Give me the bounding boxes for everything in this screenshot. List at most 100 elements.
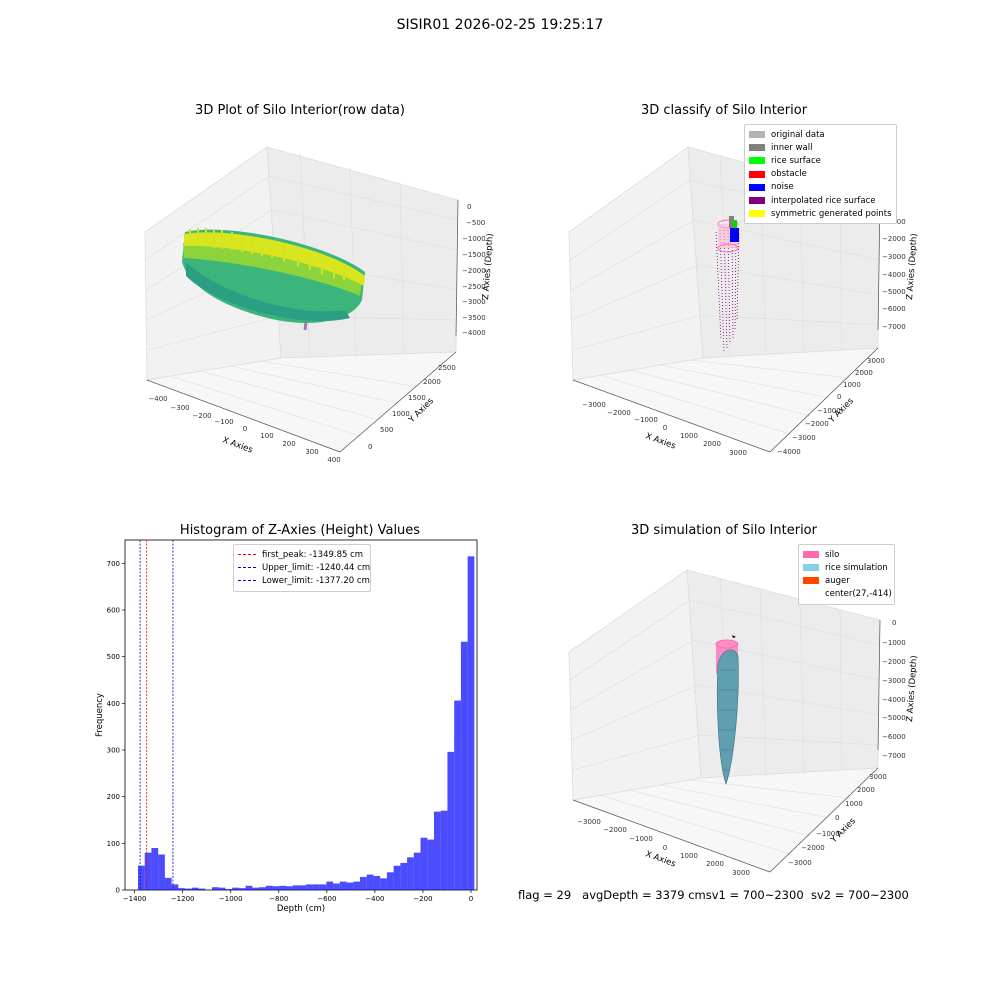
p2-ytick: 0: [837, 393, 841, 401]
status-flag: flag = 29: [518, 888, 572, 902]
histogram-bar: [211, 887, 219, 890]
p1-ytick: 2000: [423, 378, 441, 386]
histogram-xlabel: Depth (cm): [277, 904, 325, 914]
legend-label: auger: [825, 575, 850, 586]
p4-ytick: −1000: [816, 830, 840, 838]
legend-swatch: [749, 210, 765, 218]
legend-swatch: [749, 197, 765, 205]
p1-xtick: −300: [170, 404, 189, 412]
histogram-title: Histogram of Z-Axies (Height) Values: [179, 523, 421, 538]
legend-item: obstacle: [749, 168, 892, 181]
histogram-x-tick-label: −600: [317, 895, 336, 903]
legend-label: center(27,-414): [825, 589, 892, 600]
histogram-bars: [137, 556, 475, 890]
histogram-bar: [191, 887, 199, 890]
legend-line: [238, 580, 256, 582]
p2-xtick: −3000: [582, 401, 606, 409]
histogram-bar: [393, 865, 401, 890]
p1-ztick: −4000: [462, 329, 486, 337]
p4-ytick: 0: [835, 814, 839, 822]
histogram-x-tick-label: 0: [469, 895, 473, 903]
p4-xtick: 1000: [680, 852, 698, 860]
histogram-bar: [326, 881, 334, 890]
p4-ztick: −3000: [882, 677, 906, 685]
panel1-y-ticks: 0 500 1000 1500 2000 2500: [368, 364, 456, 451]
p4-ytick: −2000: [801, 844, 825, 852]
p2-ztick: −3000: [882, 253, 906, 261]
p4-ytick: −3000: [788, 859, 812, 867]
p1-ztick: −2000: [462, 267, 486, 275]
panel4-z-ticks: 0 −1000 −2000 −3000 −4000 −5000 −6000 −7…: [882, 619, 906, 760]
legend-swatch: [803, 577, 819, 585]
panel4-legend: silo rice simulation auger center(27,-41…: [798, 544, 895, 605]
p2-xtick: 2000: [703, 440, 721, 448]
legend-label: silo: [825, 549, 840, 560]
p2-xtick: −1000: [634, 416, 658, 424]
p2-ytick: 3000: [867, 357, 885, 365]
p4-ztick: −1000: [882, 639, 906, 647]
panel2-legend: original data inner wall rice surface ob…: [744, 124, 897, 225]
p1-zlabel: Z Axies (Depth): [481, 233, 496, 300]
legend-swatch: [749, 144, 765, 152]
histogram-bar: [218, 887, 226, 890]
panel1-point-cloud: [182, 228, 365, 331]
histogram-bar: [299, 885, 307, 890]
panel2-classified-points: [715, 216, 740, 353]
p4-ytick: 1000: [845, 800, 863, 808]
p2-ytick: −2000: [805, 420, 829, 428]
histogram-bar: [380, 878, 387, 890]
p2-ztick: −5000: [882, 288, 906, 296]
p4-xtick: −2000: [603, 826, 627, 834]
histogram-bar: [259, 887, 266, 890]
histogram-bar: [400, 862, 408, 890]
panel4-x-ticks: −3000 −2000 −1000 0 1000 2000 3000: [577, 818, 750, 877]
p4-ztick: 0: [892, 619, 896, 627]
p4-xtick: 2000: [706, 860, 724, 868]
p1-xtick: 300: [305, 448, 318, 456]
p2-ytick: −3000: [792, 434, 816, 442]
histogram-bar: [427, 839, 434, 890]
panel1-x-ticks: −400 −300 −200 −100 0 100 200 300 400: [148, 395, 340, 464]
panel1-z-ticks: 0 −500 −1000 −1500 −2000 −2500 −3000 −35…: [462, 203, 486, 337]
p1-ztick: −3500: [462, 314, 486, 322]
legend-label: Lower_limit: -1377.20 cm: [262, 575, 370, 586]
status-line: flag = 29 avgDepth = 3379 cmsv1 = 700~23…: [518, 888, 909, 902]
legend-label: rice surface: [771, 155, 821, 166]
p1-ytick: 500: [380, 426, 393, 434]
p1-ytick: 1500: [408, 394, 426, 402]
panel2-title: 3D classify of Silo Interior: [640, 103, 808, 118]
histogram-y-tick-label: 300: [107, 747, 120, 755]
histogram-bar: [158, 854, 165, 890]
legend-label: inner wall: [771, 142, 813, 153]
histogram-bar: [333, 883, 340, 890]
legend-item: Lower_limit: -1377.20 cm: [238, 574, 370, 587]
legend-label: noise: [771, 182, 794, 193]
status-sv1: sv1 = 700~2300: [705, 888, 804, 902]
histogram-bar: [292, 885, 300, 890]
histogram-bar: [420, 837, 428, 890]
legend-label: symmetric generated points: [771, 208, 892, 219]
panel1-title: 3D Plot of Silo Interior(row data): [195, 103, 405, 118]
legend-blank: [803, 591, 819, 598]
p4-ztick: −2000: [882, 658, 906, 666]
legend-item: interpolated rice surface: [749, 194, 892, 207]
panel4-y-ticks: −3000 −2000 −1000 0 1000 2000 3000: [788, 773, 887, 867]
legend-swatch: [749, 131, 765, 139]
histogram-bar: [413, 852, 421, 890]
p4-ytick: 2000: [857, 786, 875, 794]
histogram-bar: [366, 874, 374, 890]
histogram-bar: [312, 884, 320, 890]
p4-xtick: −3000: [577, 818, 601, 826]
p4-xtick: 0: [663, 844, 667, 852]
p1-xtick: −200: [192, 412, 211, 420]
histogram-bar: [460, 641, 468, 890]
legend-label: original data: [771, 129, 825, 140]
legend-swatch: [749, 157, 765, 165]
histogram-bar: [164, 877, 172, 890]
histogram-bar: [467, 556, 475, 890]
histogram-bar: [373, 876, 381, 890]
p1-ztick: −1500: [462, 251, 486, 259]
histogram-bar: [178, 888, 186, 890]
